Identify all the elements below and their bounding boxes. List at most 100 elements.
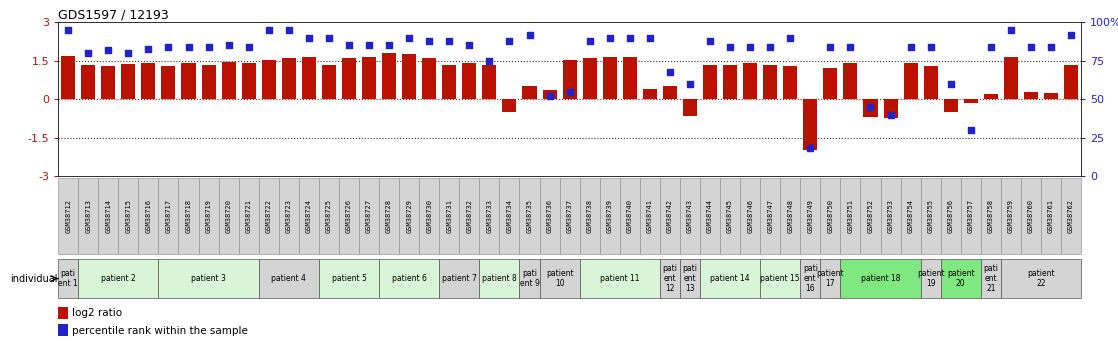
Bar xyxy=(920,178,940,254)
Bar xyxy=(98,178,119,254)
Text: GSM38715: GSM38715 xyxy=(125,199,131,233)
Bar xyxy=(821,178,841,254)
Bar xyxy=(520,178,540,254)
Text: GSM38762: GSM38762 xyxy=(1068,199,1074,233)
Text: GSM38747: GSM38747 xyxy=(767,199,774,233)
Bar xyxy=(540,259,579,298)
Text: GSM38760: GSM38760 xyxy=(1027,199,1034,233)
Text: GSM38727: GSM38727 xyxy=(366,199,372,233)
Point xyxy=(300,35,318,40)
Bar xyxy=(1024,91,1038,99)
Bar xyxy=(660,259,680,298)
Text: GSM38738: GSM38738 xyxy=(587,199,593,233)
Bar xyxy=(562,60,577,99)
Bar xyxy=(159,259,258,298)
Text: GSM38755: GSM38755 xyxy=(928,199,934,233)
Bar xyxy=(480,259,520,298)
Bar xyxy=(760,259,800,298)
Point xyxy=(641,35,659,40)
Text: patient
10: patient 10 xyxy=(546,269,574,288)
Point xyxy=(120,50,138,56)
Bar xyxy=(161,66,176,99)
Bar xyxy=(1004,57,1017,99)
Bar xyxy=(940,178,960,254)
Text: GSM38753: GSM38753 xyxy=(888,199,893,233)
Bar xyxy=(920,259,940,298)
Bar xyxy=(1001,178,1021,254)
Text: GSM38729: GSM38729 xyxy=(406,199,413,233)
Text: GSM38739: GSM38739 xyxy=(607,199,613,233)
Text: patient 6: patient 6 xyxy=(391,274,427,283)
Point xyxy=(600,35,618,40)
Text: GSM38736: GSM38736 xyxy=(547,199,552,233)
Point xyxy=(160,44,178,50)
Bar xyxy=(241,63,256,99)
Bar xyxy=(463,63,476,99)
Bar xyxy=(723,65,737,99)
Bar xyxy=(522,86,537,99)
Bar xyxy=(579,178,599,254)
Text: pati
ent
13: pati ent 13 xyxy=(682,264,698,294)
Text: patient 8: patient 8 xyxy=(482,274,517,283)
Point xyxy=(400,35,418,40)
Text: GSM38724: GSM38724 xyxy=(306,199,312,233)
Text: GSM38733: GSM38733 xyxy=(486,199,492,233)
Bar xyxy=(159,178,179,254)
Bar xyxy=(258,178,278,254)
Bar xyxy=(379,178,399,254)
Bar xyxy=(804,99,817,150)
Point xyxy=(781,35,799,40)
Bar xyxy=(542,90,557,99)
Bar xyxy=(179,178,199,254)
Bar xyxy=(599,178,619,254)
Bar xyxy=(1001,259,1081,298)
Bar xyxy=(199,178,219,254)
Bar xyxy=(579,259,660,298)
Bar xyxy=(58,178,78,254)
Text: GSM38716: GSM38716 xyxy=(145,199,151,233)
Bar xyxy=(319,259,379,298)
Bar xyxy=(800,178,821,254)
Bar xyxy=(299,178,319,254)
Point xyxy=(802,146,819,151)
Text: pati
ent 1: pati ent 1 xyxy=(58,269,78,288)
Point xyxy=(501,38,519,43)
Bar xyxy=(181,63,196,99)
Text: patient 7: patient 7 xyxy=(442,274,476,283)
Point xyxy=(941,81,959,87)
Text: GSM38717: GSM38717 xyxy=(165,199,171,233)
Bar xyxy=(980,259,1001,298)
Bar xyxy=(740,178,760,254)
Bar xyxy=(78,178,98,254)
Point xyxy=(280,27,297,33)
Text: patient
20: patient 20 xyxy=(947,269,975,288)
Bar xyxy=(139,178,159,254)
Point xyxy=(320,35,338,40)
Text: patient 18: patient 18 xyxy=(861,274,900,283)
Bar xyxy=(379,259,439,298)
Bar xyxy=(923,66,938,99)
Text: patient
22: patient 22 xyxy=(1027,269,1054,288)
Bar xyxy=(603,57,617,99)
Point xyxy=(219,43,237,48)
Bar xyxy=(743,63,757,99)
Text: GSM38714: GSM38714 xyxy=(105,199,112,233)
Bar xyxy=(881,178,901,254)
Bar xyxy=(683,99,697,116)
Point xyxy=(902,44,920,50)
Bar xyxy=(423,58,436,99)
Point xyxy=(661,69,679,74)
Bar xyxy=(382,53,396,99)
Bar xyxy=(1044,93,1058,99)
Text: pati
ent
12: pati ent 12 xyxy=(662,264,678,294)
Text: GSM38756: GSM38756 xyxy=(948,199,954,233)
Bar xyxy=(663,86,676,99)
Bar xyxy=(680,259,700,298)
Bar xyxy=(800,259,821,298)
Point xyxy=(761,44,779,50)
Bar xyxy=(439,178,459,254)
Bar xyxy=(319,178,339,254)
Point xyxy=(360,43,378,48)
Bar xyxy=(58,324,68,336)
Bar xyxy=(502,99,517,112)
